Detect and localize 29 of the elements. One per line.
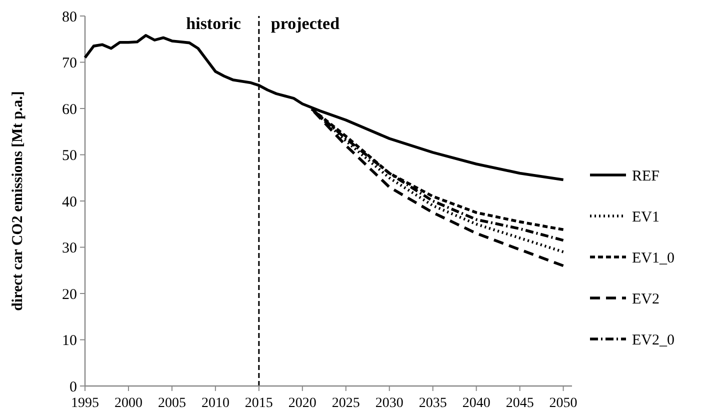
annotation: historic [186, 14, 242, 33]
x-tick-label: 2000 [114, 396, 142, 411]
x-tick-label: 2025 [332, 396, 360, 411]
y-tick-label: 10 [62, 333, 77, 349]
legend-label: EV2_0 [632, 332, 674, 348]
x-tick-label: 2050 [549, 396, 578, 411]
legend-label: EV1 [632, 209, 660, 226]
y-tick-label: 60 [62, 102, 77, 118]
legend-label: EV2 [632, 291, 660, 308]
x-tick-label: 2040 [462, 396, 490, 411]
y-tick-label: 0 [70, 379, 77, 396]
y-axis-title: direct car CO2 emissions [Mt p.a.] [10, 91, 26, 311]
x-tick-label: 2020 [288, 396, 316, 411]
annotation: projected [270, 14, 340, 33]
x-tick-label: 2005 [158, 396, 186, 411]
x-tick-label: 2015 [244, 396, 273, 411]
y-tick-label: 80 [62, 9, 77, 26]
y-tick-label: 50 [62, 148, 77, 164]
legend-label: EV1_0 [632, 250, 674, 266]
y-tick-label: 20 [62, 286, 77, 303]
x-tick-label: 2035 [418, 396, 447, 411]
y-tick-label: 70 [62, 56, 77, 72]
x-tick-label: 2045 [506, 396, 534, 411]
x-tick-label: 2010 [201, 396, 230, 411]
legend-label: REF [632, 168, 660, 184]
y-tick-label: 40 [62, 194, 77, 210]
y-tick-label: 30 [62, 240, 77, 256]
x-tick-label: 1995 [71, 396, 99, 411]
x-tick-label: 2030 [375, 396, 404, 411]
